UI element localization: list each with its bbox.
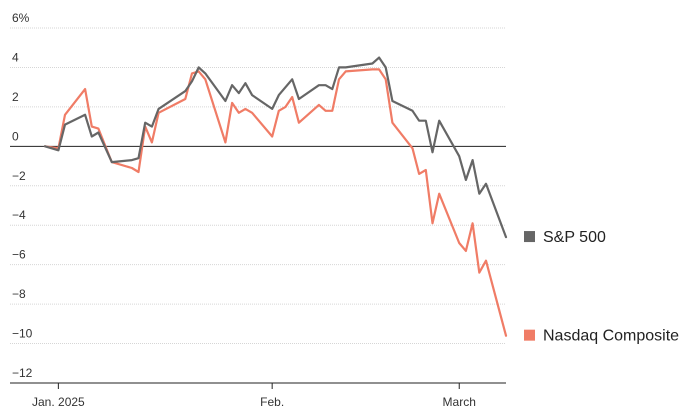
y-tick-label: −12 [12, 366, 33, 380]
y-tick-label: −10 [12, 327, 33, 341]
series-line-sp500 [43, 56, 508, 239]
x-tick-label: Jan. 2025 [32, 395, 85, 409]
y-tick-label: −6 [12, 248, 26, 262]
legend-swatch-sp500 [524, 231, 535, 243]
y-tick-label: 4 [12, 50, 19, 64]
y-tick-label: −8 [12, 287, 26, 301]
x-tick-label: March [443, 395, 476, 409]
y-tick-label: 6% [12, 11, 30, 25]
legend: S&P 500 Nasdaq Composite [524, 229, 679, 345]
y-tick-label: 0 [12, 129, 19, 143]
y-tick-label: 2 [12, 90, 19, 104]
series-line-nasdaq-composite [43, 68, 508, 337]
y-axis-ticks: 6% 4 2 0 −2 −4 −6 −8 −10 −12 [12, 11, 33, 380]
grid-layer [10, 27, 506, 345]
x-tick-label: Feb. [260, 395, 284, 409]
series-layer [43, 56, 508, 337]
legend-label-sp500: S&P 500 [543, 229, 606, 246]
y-tick-label: −2 [12, 169, 26, 183]
y-tick-label: −4 [12, 208, 26, 222]
legend-swatch-nasdaq-composite [524, 329, 535, 341]
x-axis: Jan. 2025 Feb. March [10, 382, 506, 409]
legend-label-nasdaq-composite: Nasdaq Composite [543, 328, 679, 345]
